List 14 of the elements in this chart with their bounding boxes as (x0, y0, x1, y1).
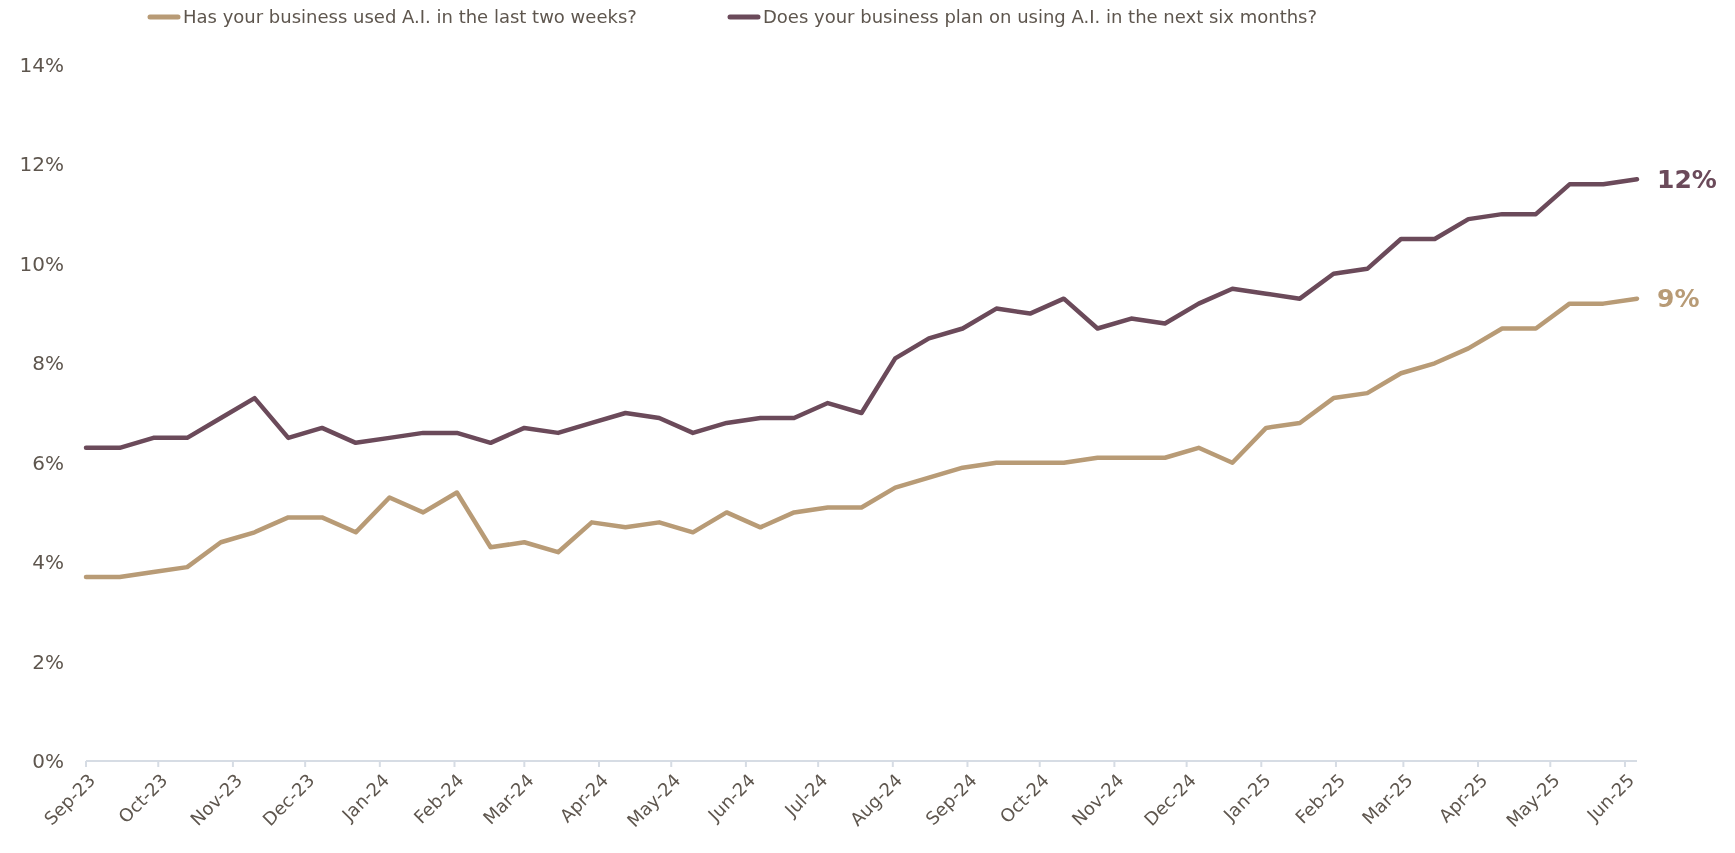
y-tick-label: 14% (19, 53, 64, 77)
legend-label: Does your business plan on using A.I. in the next six months? (763, 6, 1318, 28)
y-tick-label: 12% (19, 152, 64, 177)
legend-label: Has your business used A.I. in the last two weeks? (183, 6, 637, 28)
y-tick-label: 4% (32, 550, 64, 575)
y-tick-label: 10% (19, 251, 64, 276)
data-label: 9% (1657, 284, 1700, 314)
y-tick-label: 2% (32, 649, 64, 674)
data-label: 12% (1657, 165, 1717, 195)
line-series (83, 177, 1640, 451)
line-series (83, 296, 1640, 580)
y-tick-label: 8% (32, 351, 64, 376)
y-tick-label: 6% (32, 450, 64, 475)
y-tick-label: 0% (32, 749, 64, 773)
